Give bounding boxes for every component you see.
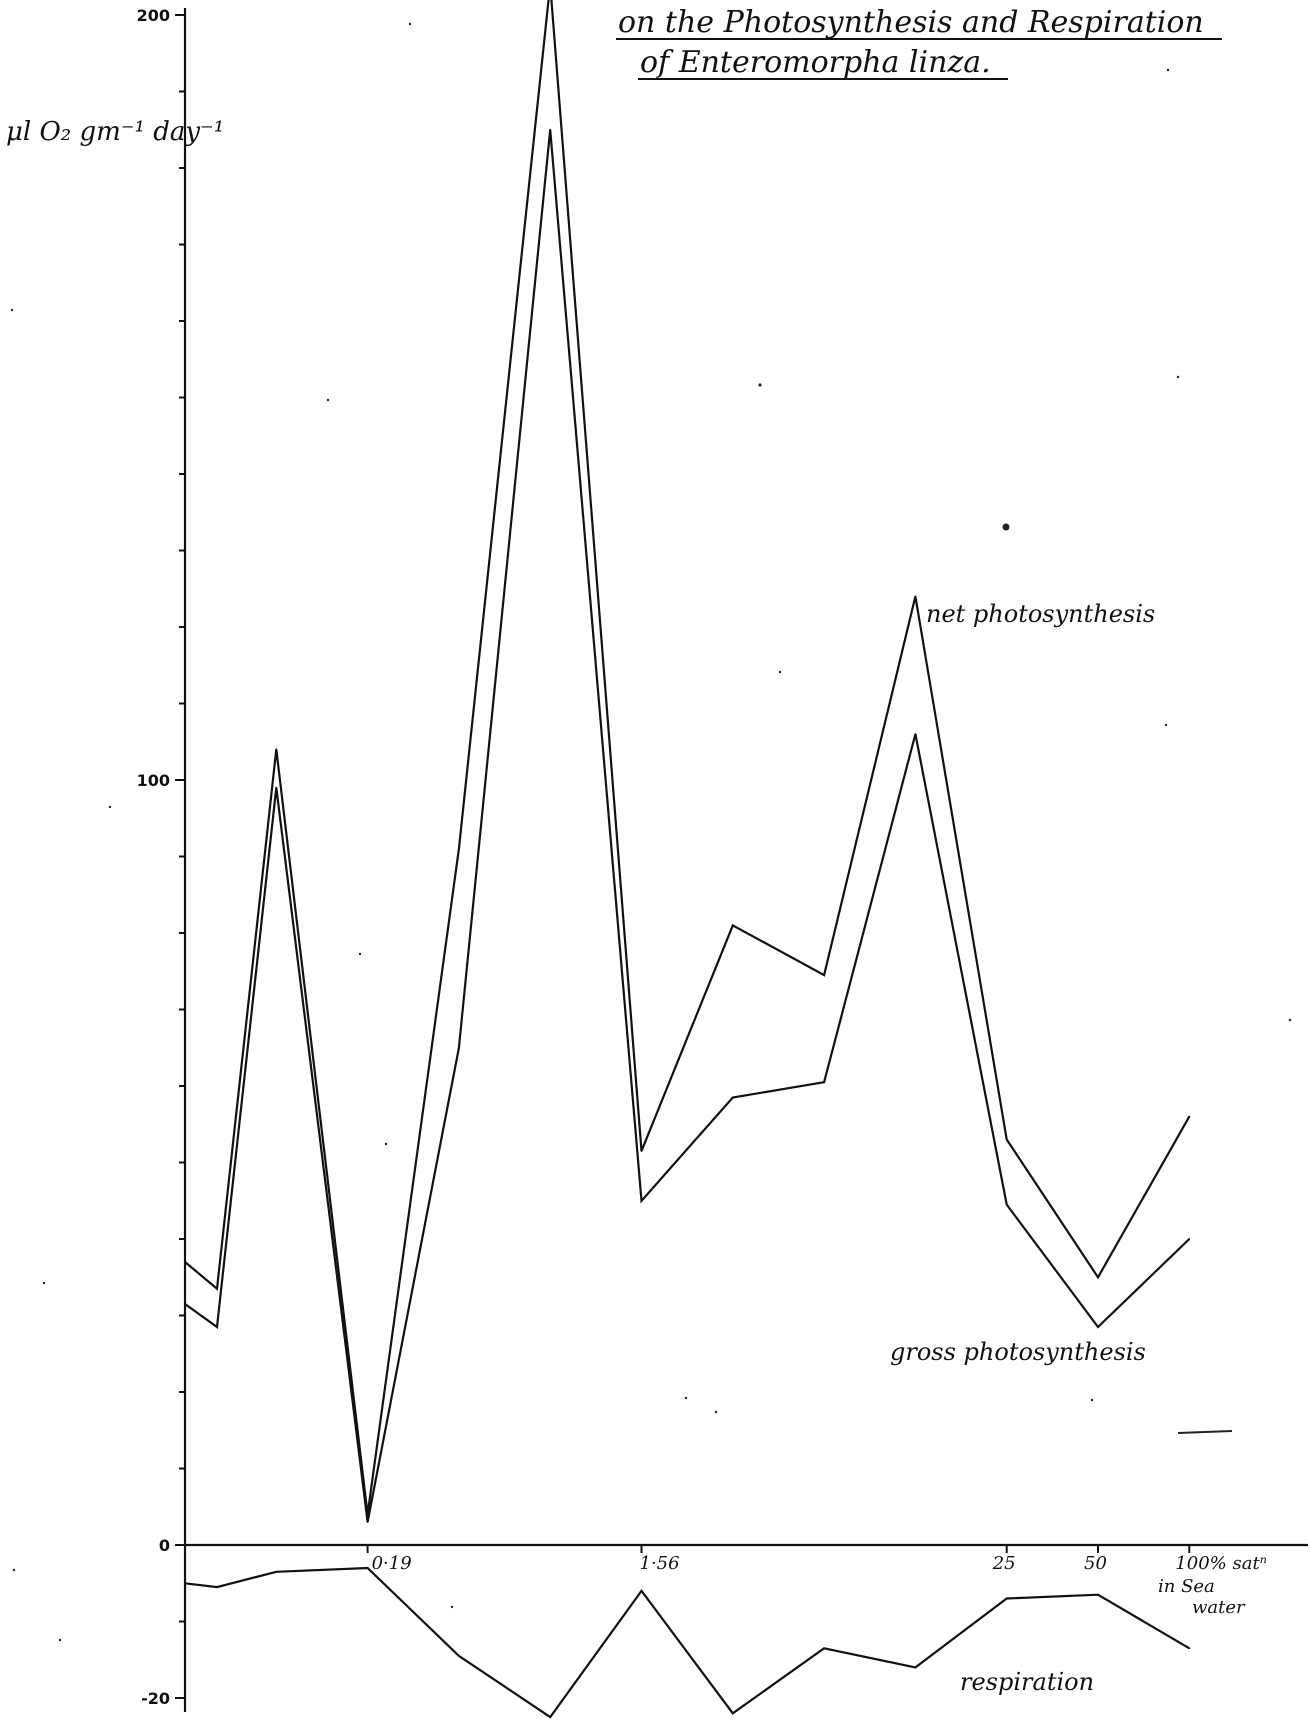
data-point-net-photosynthesis — [458, 847, 460, 850]
series-label-respiration: respiration — [960, 1668, 1094, 1696]
data-point-gross-photosynthesis — [823, 1081, 825, 1084]
x-tick-label: 100% satⁿ — [1175, 1553, 1267, 1574]
data-point-gross-photosynthesis — [731, 1096, 734, 1099]
data-point-gross-photosynthesis — [458, 1046, 460, 1049]
y-tick-label: -20 — [141, 1689, 170, 1708]
title-line-2: of Enteromorpha linza. — [640, 45, 991, 80]
data-point-net-photosynthesis — [914, 595, 917, 598]
title-line-1: on the Photosynthesis and Respiration — [618, 5, 1204, 40]
data-point-gross-photosynthesis — [1097, 1326, 1099, 1328]
data-point-net-photosynthesis — [1097, 1276, 1099, 1279]
data-point-respiration — [366, 1567, 369, 1569]
data-point-net-photosynthesis — [216, 1287, 218, 1290]
data-point-gross-photosynthesis — [275, 786, 278, 789]
y-tick-label: 200 — [137, 6, 170, 25]
data-point-respiration — [216, 1586, 218, 1588]
data-point-respiration — [823, 1647, 825, 1650]
series-line-gross-photosynthesis — [184, 129, 1191, 1523]
data-point-respiration — [1005, 1597, 1008, 1600]
data-point-net-photosynthesis — [275, 748, 278, 751]
data-point-gross-photosynthesis — [549, 128, 552, 131]
data-point-gross-photosynthesis — [1188, 1238, 1191, 1240]
data-point-gross-photosynthesis — [914, 733, 917, 735]
data-point-respiration — [458, 1655, 460, 1657]
series-label-net: net photosynthesis — [926, 600, 1155, 628]
y-tick-label: 0 — [159, 1536, 170, 1555]
data-point-gross-photosynthesis — [640, 1199, 643, 1202]
data-point-respiration — [1097, 1593, 1099, 1596]
data-point-respiration — [914, 1666, 917, 1669]
series-lines — [184, 0, 1191, 1719]
data-point-net-photosynthesis — [1188, 1115, 1191, 1118]
data-point-net-photosynthesis — [640, 1150, 643, 1152]
data-point-net-photosynthesis — [731, 924, 734, 927]
data-point-respiration — [275, 1570, 278, 1573]
x-unit-line-2: water — [1192, 1597, 1246, 1618]
y-axis-label: μl O₂ gm⁻¹ day⁻¹ — [6, 117, 224, 147]
x-tick-label: 25 — [992, 1553, 1016, 1574]
x-tick-label: 0·19 — [372, 1553, 412, 1574]
x-axis-ticks: 0·19 1·56 25 50 100% satⁿ — [366, 1545, 1267, 1574]
chart-title: on the Photosynthesis and Respiration of… — [616, 5, 1222, 80]
data-point-net-photosynthesis — [823, 974, 825, 976]
x-tick-label: 50 — [1084, 1553, 1107, 1574]
x-tick-label: 1·56 — [640, 1553, 680, 1574]
data-point-respiration — [549, 1716, 552, 1719]
data-point-respiration — [1188, 1647, 1191, 1650]
scan-specks — [10, 22, 1292, 1642]
data-point-gross-photosynthesis — [366, 1521, 369, 1523]
series-label-gross: gross photosynthesis — [890, 1338, 1146, 1366]
data-point-gross-photosynthesis — [1005, 1203, 1008, 1206]
y-tick-label: 100 — [137, 771, 170, 790]
x-unit-line-1: in Sea — [1158, 1576, 1215, 1597]
y-axis-ticks: 200 100 0 -20 — [137, 6, 185, 1708]
data-point-gross-photosynthesis — [184, 1303, 186, 1305]
data-point-net-photosynthesis — [184, 1261, 186, 1263]
data-point-net-photosynthesis — [1005, 1138, 1008, 1141]
data-point-respiration — [640, 1590, 643, 1592]
data-point-respiration — [184, 1582, 186, 1585]
series-line-net-photosynthesis — [184, 0, 1191, 1515]
data-point-gross-photosynthesis — [216, 1326, 218, 1328]
data-point-respiration — [731, 1712, 734, 1715]
